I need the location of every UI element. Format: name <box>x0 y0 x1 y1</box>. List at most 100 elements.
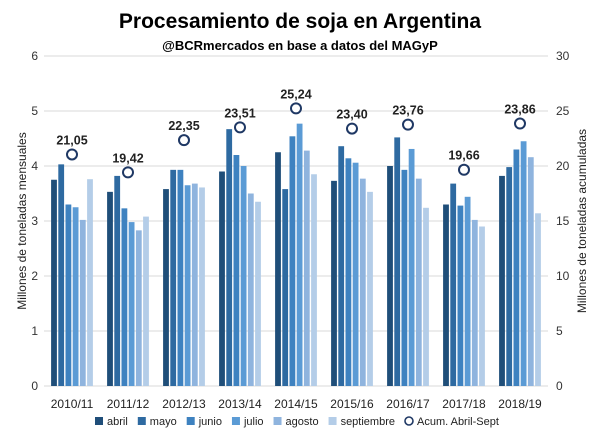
data-label: 23,76 <box>392 104 423 118</box>
y-axis-left: 0 1 2 3 4 5 6 <box>31 49 38 393</box>
y-tick-label: 1 <box>31 324 38 338</box>
y2-tick-label: 0 <box>556 379 563 393</box>
data-label: 19,66 <box>448 149 479 163</box>
bar-septiembre <box>199 187 205 386</box>
cumulative-point <box>290 102 302 115</box>
x-tick-label: 2016/17 <box>386 397 430 411</box>
bar-julio <box>296 123 303 387</box>
bar-agosto <box>79 219 86 386</box>
x-tick-label: 2011/12 <box>107 397 150 411</box>
legend-label: abril <box>107 416 128 428</box>
x-axis: 2010/11 2011/12 2012/13 2013/14 2014/15 2015/… <box>51 397 542 411</box>
cumulative-point <box>514 117 526 130</box>
bar-junio <box>457 205 464 386</box>
legend-swatch <box>137 417 146 425</box>
bar-abril <box>499 175 505 386</box>
cumulative-point <box>346 122 358 135</box>
bar-junio <box>121 208 128 386</box>
chart-title: Procesamiento de soja en Argentina <box>119 10 481 33</box>
x-tick-label: 2014/15 <box>274 397 318 411</box>
y2-tick-label: 30 <box>556 49 570 63</box>
bar-abril <box>387 166 393 386</box>
legend-label: Acum. Abril-Sept <box>417 416 499 428</box>
data-label: 19,42 <box>112 151 143 165</box>
cumulative-point <box>178 134 190 147</box>
y-tick-label: 3 <box>31 214 38 228</box>
bar-julio <box>464 196 471 386</box>
x-tick-label: 2018/19 <box>498 397 542 411</box>
data-label: 23,51 <box>224 106 255 120</box>
data-label: 23,86 <box>504 103 535 117</box>
bar-mayo <box>170 169 177 386</box>
bar-junio <box>513 149 520 386</box>
bar-agosto <box>191 183 198 386</box>
bar-septiembre <box>255 201 261 386</box>
legend-swatch <box>231 417 240 425</box>
y-axis-right: 0 5 10 15 20 25 30 <box>556 49 570 393</box>
bar-septiembre <box>535 213 541 386</box>
bar-abril <box>107 191 113 386</box>
y2-tick-label: 25 <box>556 104 570 118</box>
x-tick-label: 2015/16 <box>330 397 374 411</box>
bars <box>51 123 541 387</box>
bar-abril <box>163 189 169 386</box>
cumulative-point <box>458 163 470 176</box>
bar-mayo <box>226 129 233 386</box>
bar-agosto <box>135 230 142 386</box>
bar-julio <box>352 162 359 386</box>
bar-septiembre <box>143 216 149 386</box>
y2-axis-title: Millones de toneladas acumuladas <box>575 129 589 313</box>
data-label: 22,35 <box>168 119 199 133</box>
bar-agosto <box>471 219 478 386</box>
x-tick-label: 2010/11 <box>51 397 94 411</box>
bar-julio <box>520 141 527 386</box>
x-tick-label: 2013/14 <box>218 397 262 411</box>
y2-tick-label: 15 <box>556 214 570 228</box>
bar-mayo <box>58 164 65 386</box>
bar-agosto <box>527 157 534 386</box>
bar-mayo <box>394 137 401 386</box>
bar-mayo <box>114 175 121 386</box>
bar-junio <box>289 136 296 386</box>
bar-abril <box>51 179 57 386</box>
x-tick-label: 2012/13 <box>162 397 206 411</box>
legend-swatch <box>328 417 337 425</box>
cumulative-point <box>122 166 134 179</box>
y-tick-label: 2 <box>31 269 38 283</box>
bar-julio <box>72 207 79 386</box>
legend-label: agosto <box>286 416 319 428</box>
bar-junio <box>345 158 352 386</box>
y-tick-label: 0 <box>31 379 38 393</box>
bar-agosto <box>247 193 254 386</box>
bar-septiembre <box>423 207 429 386</box>
data-label: 25,24 <box>280 87 311 101</box>
x-tick-label: 2017/18 <box>442 397 486 411</box>
y-tick-label: 4 <box>31 159 38 173</box>
bar-septiembre <box>479 226 485 386</box>
bar-mayo <box>338 146 345 386</box>
bar-abril <box>331 180 337 386</box>
legend-swatch <box>95 417 103 425</box>
cumulative-point <box>66 148 78 161</box>
bar-julio <box>184 185 191 386</box>
bar-agosto <box>359 178 366 386</box>
y2-tick-label: 5 <box>556 324 563 338</box>
bar-abril <box>443 204 449 386</box>
bar-agosto <box>415 178 422 386</box>
y-tick-label: 5 <box>31 104 38 118</box>
bar-mayo <box>450 183 457 386</box>
data-label: 23,40 <box>336 108 367 122</box>
bar-junio <box>177 169 184 386</box>
data-label: 21,05 <box>56 133 87 147</box>
y-axis-title: Millones de toneladas mensuales <box>15 132 29 309</box>
legend-label: junio <box>198 416 222 428</box>
y2-tick-label: 20 <box>556 159 570 173</box>
cumulative-points: 21,05 19,42 22,35 23,51 25,24 23,40 23,76 19,66… <box>56 87 536 179</box>
y2-tick-label: 10 <box>556 269 570 283</box>
bar-julio <box>240 166 247 386</box>
bar-abril <box>219 171 225 386</box>
bar-abril <box>275 152 281 386</box>
bar-septiembre <box>311 174 317 386</box>
legend-swatch <box>273 417 282 425</box>
